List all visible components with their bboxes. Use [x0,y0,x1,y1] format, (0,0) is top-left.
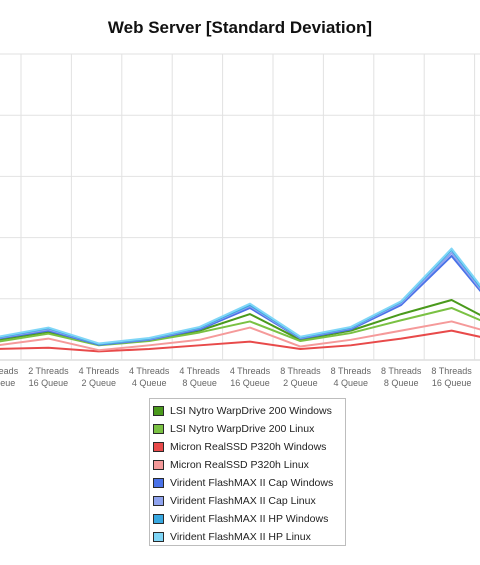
series-line [0,254,480,346]
x-tick-label: 8 Threads [280,366,321,376]
x-tick-label: 1 Queue [0,378,15,388]
x-tick-label: 2 Queue [82,378,117,388]
series-line [0,320,480,352]
x-tick-label: 4 Queue [334,378,369,388]
legend-label: Virident FlashMAX II Cap Linux [170,495,316,507]
x-tick-label: 8 Queue [182,378,217,388]
legend-item[interactable]: Micron RealSSD P320h Linux [153,456,345,474]
legend-swatch [153,424,164,434]
x-tick-label: 1 Threads [0,366,19,376]
legend-swatch [153,532,164,542]
x-tick-label: 2 Threads [28,366,69,376]
legend-label: Virident FlashMAX II HP Windows [170,513,329,525]
legend-swatch [153,496,164,506]
x-tick-label: 8 Threads [381,366,422,376]
x-tick-label: 16 Queue [230,378,270,388]
legend-swatch [153,460,164,470]
legend-item[interactable]: Virident FlashMAX II HP Windows [153,510,345,528]
legend-item[interactable]: LSI Nytro WarpDrive 200 Windows [153,402,345,420]
legend-label: Virident FlashMAX II Cap Windows [170,477,334,489]
series-line [0,306,480,347]
legend-item[interactable]: Micron RealSSD P320h Windows [153,438,345,456]
series-line [0,329,480,353]
legend-label: Micron RealSSD P320h Windows [170,441,327,453]
legend-swatch [153,406,164,416]
legend-item[interactable]: LSI Nytro WarpDrive 200 Linux [153,420,345,438]
legend-label: LSI Nytro WarpDrive 200 Windows [170,405,332,417]
series-lines [0,247,480,353]
legend-swatch [153,478,164,488]
legend-item[interactable]: Virident FlashMAX II Cap Windows [153,474,345,492]
legend-item[interactable]: Virident FlashMAX II Cap Linux [153,492,345,510]
grid-lines [0,53,480,361]
x-axis-tick-labels: 1 Threads 1 Queue 2 Threads 16 Queue 4 Threa… [0,366,480,388]
legend-label: LSI Nytro WarpDrive 200 Linux [170,423,315,435]
x-tick-label: 8 Threads [431,366,472,376]
x-tick-label: 4 Threads [129,366,170,376]
x-tick-label: 4 Queue [132,378,167,388]
legend-item[interactable]: Virident FlashMAX II HP Linux [153,528,345,546]
x-tick-label: 8 Queue [384,378,419,388]
legend: LSI Nytro WarpDrive 200 Windows LSI Nytro… [149,398,346,546]
x-tick-label: 8 Threads [331,366,372,376]
x-tick-label: 4 Threads [230,366,271,376]
legend-label: Micron RealSSD P320h Linux [170,459,309,471]
x-tick-label: 4 Threads [179,366,220,376]
x-tick-label: 16 Queue [29,378,69,388]
legend-swatch [153,442,164,452]
series-line [0,247,480,345]
x-tick-label: 4 Threads [79,366,120,376]
x-tick-label: 16 Queue [432,378,472,388]
x-tick-label: 2 Queue [283,378,318,388]
legend-label: Virident FlashMAX II HP Linux [170,531,311,543]
chart-title: Web Server [Standard Deviation] [107,18,373,37]
legend-swatch [153,514,164,524]
line-chart-plot: 1 Threads 1 Queue 2 Threads 16 Queue 4 Threa… [0,53,480,388]
